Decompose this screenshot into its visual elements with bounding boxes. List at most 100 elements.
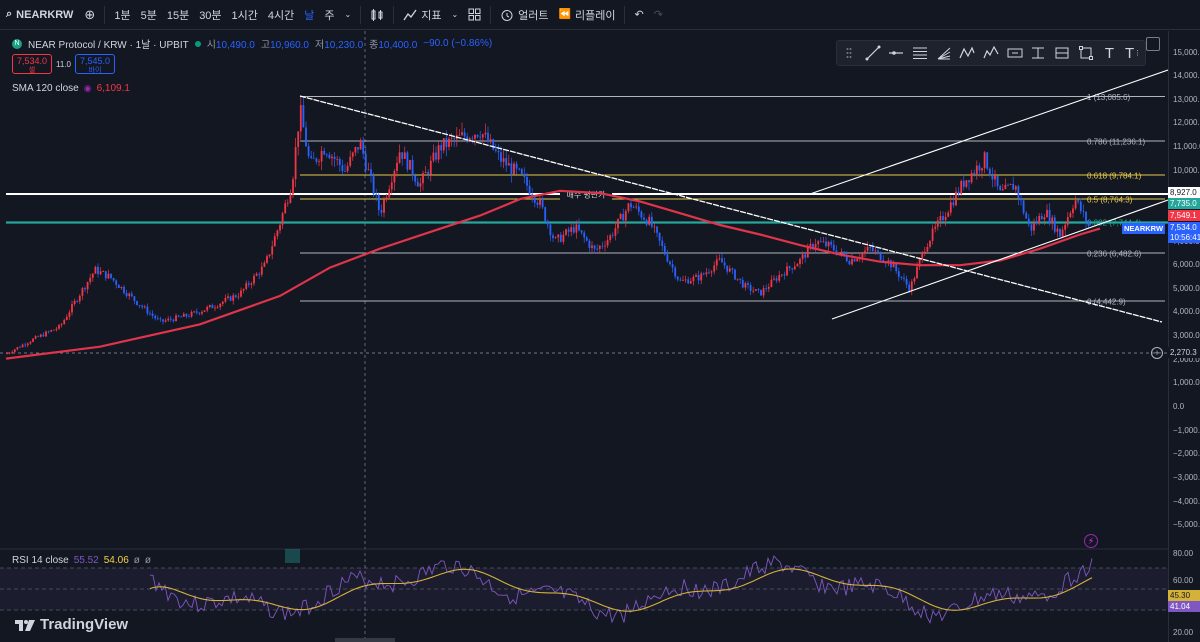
candle-body <box>279 224 281 231</box>
candle-body <box>809 243 812 247</box>
candle-body <box>734 269 736 280</box>
hide-toolbar-button[interactable] <box>1146 37 1160 51</box>
price-axis-label: 3,000.0 <box>1173 331 1200 341</box>
candle-body <box>812 243 814 248</box>
date-range-icon[interactable] <box>1005 43 1025 63</box>
price-axis-label: 11,000.0 <box>1173 142 1200 152</box>
candle-body <box>783 274 786 276</box>
templates-button[interactable] <box>463 0 486 30</box>
interval-15m[interactable]: 15분 <box>166 9 190 22</box>
candle-body <box>94 266 97 274</box>
indicators-button[interactable]: 지표 <box>398 0 446 30</box>
candle-body <box>874 250 877 252</box>
candle-body <box>167 318 170 321</box>
candle-body <box>91 273 94 278</box>
rsi-overbought-highlight <box>285 549 300 563</box>
candle-body <box>32 338 34 342</box>
text-options-icon[interactable]: T ⋮ <box>1125 44 1142 62</box>
price-chart[interactable]: 1 (13,085.6) 0.786 (11,236.1) 0.618 (9,784… <box>0 31 1168 642</box>
chart-type-button[interactable] <box>365 0 389 30</box>
fib-level-label: 0.236 (6,482.6) <box>1087 250 1142 259</box>
candle-body <box>536 202 539 205</box>
candle-body <box>598 245 601 249</box>
tradingview-logo[interactable]: TradingView <box>14 616 128 633</box>
indicators-dropdown[interactable]: ⌄ <box>446 0 463 30</box>
candle-body <box>442 138 445 151</box>
candlestick-series <box>6 95 1090 355</box>
candle-body <box>788 266 791 269</box>
candle-body <box>141 305 144 308</box>
price-range-icon[interactable] <box>1028 43 1048 63</box>
candle-body <box>767 287 770 289</box>
candle-body <box>6 353 8 355</box>
candle-body <box>78 295 81 302</box>
candle-body <box>289 194 292 203</box>
interval-5m[interactable]: 5분 <box>140 9 157 22</box>
pattern-icon[interactable] <box>957 43 977 63</box>
change-value: −90.0 (−0.86%) <box>423 38 493 49</box>
fib-level-label: 0.786 (11,236.1) <box>1087 138 1145 147</box>
candle-body <box>409 159 411 170</box>
candle-body <box>565 229 567 235</box>
trend-line-icon[interactable] <box>863 43 883 63</box>
candle-body <box>336 158 339 160</box>
interval-1h[interactable]: 1시간 <box>231 9 258 22</box>
candle-body <box>268 254 271 257</box>
candle-body <box>99 271 102 275</box>
candle-body <box>832 244 835 251</box>
price-axis[interactable]: 15,000.0 14,000.0 13,000.0 12,000.0 11,000.0… <box>1168 31 1200 642</box>
open-value: 10,490.0 <box>215 40 255 51</box>
text-icon[interactable]: T <box>1104 44 1114 62</box>
candle-body <box>180 316 183 318</box>
buy-price: 7,545.0 <box>79 56 110 66</box>
candle-body <box>1056 228 1059 232</box>
candle-body <box>806 246 809 258</box>
close-value: 10,400.0 <box>378 40 418 51</box>
interval-4h[interactable]: 4시간 <box>267 9 295 22</box>
rsi-legend[interactable]: RSI 14 close 55.52 54.06 ø ø <box>12 555 151 566</box>
interval-30m[interactable]: 30분 <box>199 9 222 22</box>
candle-body <box>635 206 638 208</box>
long-position-icon[interactable] <box>1052 43 1072 63</box>
elliott-wave-icon[interactable] <box>981 43 1001 63</box>
fib-fan-icon[interactable] <box>934 43 954 63</box>
rectangle-icon[interactable] <box>1076 43 1096 63</box>
redo-button[interactable]: ↷ <box>649 0 668 30</box>
candle-body <box>645 219 648 225</box>
interval-dropdown[interactable]: ⌄ <box>340 0 357 30</box>
fib-retracement-icon[interactable] <box>910 43 930 63</box>
undo-button[interactable]: ↶ <box>629 0 648 30</box>
candle-body <box>424 171 427 174</box>
sma-legend[interactable]: SMA 120 close ◉ 6,109.1 <box>12 83 130 94</box>
candle-body <box>357 147 359 150</box>
candle-body <box>747 283 749 285</box>
sma-price-tag: 7,549.1 <box>1168 210 1200 221</box>
candle-body <box>86 282 89 290</box>
drag-handle-icon[interactable] <box>839 43 859 63</box>
price-axis-label: 10,000.0 <box>1173 165 1200 175</box>
candle-body <box>640 211 643 218</box>
interval-1w[interactable]: 주 <box>324 9 335 22</box>
symbol-price-badge: NEARKRW <box>1122 223 1166 234</box>
add-alert-at-price-icon[interactable]: + <box>1151 347 1163 359</box>
alert-button[interactable]: 얼러트 <box>495 0 553 30</box>
sell-button[interactable]: 7,534.0 셀 <box>12 54 52 74</box>
interval-1d[interactable]: 날 <box>304 9 315 22</box>
candle-body <box>416 181 419 187</box>
candle-body <box>957 191 960 194</box>
candle-body <box>136 300 138 305</box>
symbol-search[interactable]: ⌕ NEARKRW <box>0 8 79 21</box>
buy-button[interactable]: 7,545.0 바이 <box>74 54 115 74</box>
interval-1m[interactable]: 1분 <box>114 9 131 22</box>
candle-body <box>770 279 773 288</box>
candle-body <box>765 288 768 290</box>
candle-body <box>500 152 502 162</box>
horizontal-ray-icon[interactable] <box>886 43 906 63</box>
candle-body <box>461 132 463 135</box>
replay-button[interactable]: ⏪ 리플레이 <box>554 0 621 30</box>
candle-body <box>507 163 510 166</box>
candle-body <box>375 194 378 195</box>
add-symbol-button[interactable]: ⊕ <box>79 0 100 30</box>
candle-body <box>762 288 765 296</box>
lightning-icon[interactable]: ⚡ <box>1084 534 1098 548</box>
